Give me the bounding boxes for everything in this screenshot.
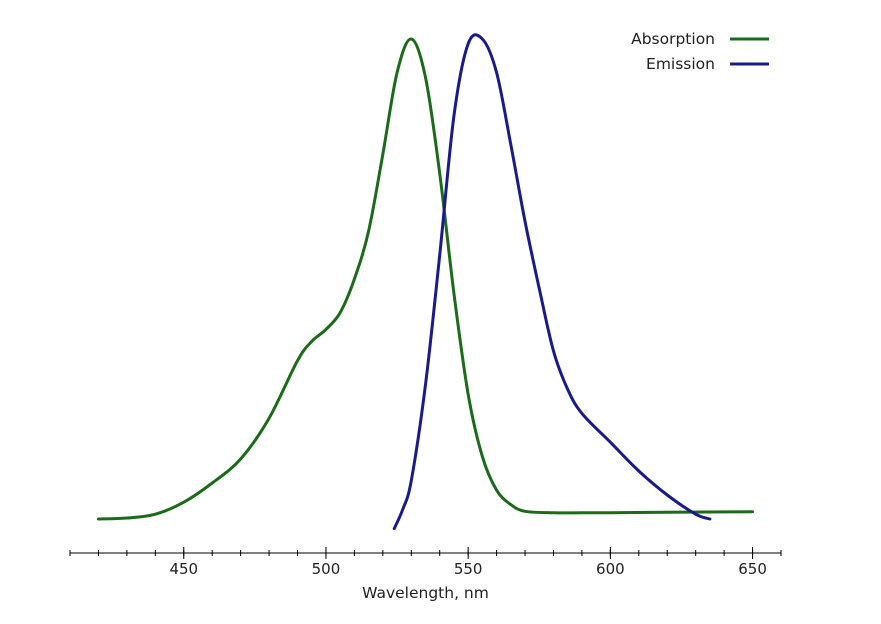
series-layer [96, 33, 755, 531]
legend-label-absorption: Absorption [631, 30, 715, 48]
series-line-absorption [96, 37, 755, 521]
x-tick-label: 550 [454, 560, 483, 578]
x-tick-label: 600 [596, 560, 625, 578]
x-axis-label: Wavelength, nm [362, 584, 489, 602]
x-tick-label: 650 [738, 560, 767, 578]
legend: Absorption Emission [631, 30, 769, 73]
legend-label-emission: Emission [646, 55, 715, 73]
x-axis: 450 500 550 600 650 Wavelength, nm [69, 547, 782, 602]
series-line-emission [392, 33, 712, 531]
x-tick-label: 500 [312, 560, 341, 578]
x-tick-label: 450 [169, 560, 198, 578]
